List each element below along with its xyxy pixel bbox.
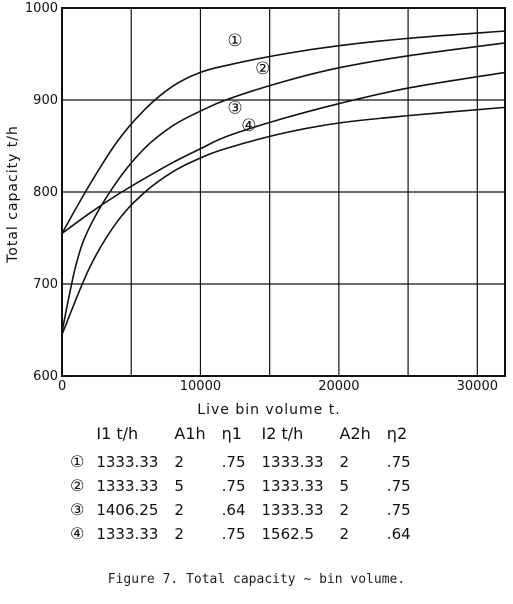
table-column-header: η1 <box>221 424 242 443</box>
table-cell: 2 <box>174 524 184 543</box>
series-marker-label: ④ <box>241 116 256 136</box>
table-cell: .75 <box>386 452 411 471</box>
grid-layer <box>62 8 505 376</box>
table-cell: 1406.25 <box>96 500 159 519</box>
table-cell: .75 <box>221 452 246 471</box>
series-marker-label: ① <box>227 31 242 51</box>
curve-layer <box>61 30 506 335</box>
series-line <box>61 106 506 335</box>
row-marker-label: ④ <box>70 524 85 543</box>
series-marker-label: ③ <box>227 98 242 118</box>
series-line <box>61 71 506 235</box>
series-marker-label: ② <box>255 59 270 79</box>
marker-column-header <box>62 424 88 451</box>
table-row: ③ 1406.25 2 .64 1333.33 2 .75 <box>62 499 419 523</box>
table-cell: 1333.33 <box>96 452 159 471</box>
table-cell: 1333.33 <box>96 524 159 543</box>
table-column-header: η2 <box>386 424 408 443</box>
row-marker-label: ② <box>70 476 85 495</box>
table-column-header: I1 t/h <box>96 424 139 443</box>
table-column-header: A2h <box>339 424 371 443</box>
series-line <box>61 42 506 333</box>
table-cell: .75 <box>386 500 411 519</box>
y-tick-label: 600 <box>33 369 58 384</box>
table-cell: 1333.33 <box>96 476 159 495</box>
table-row: ② 1333.33 5 .75 1333.33 5 .75 <box>62 475 419 499</box>
table-cell: .64 <box>221 500 246 519</box>
table-row: ① 1333.33 2 .75 1333.33 2 .75 <box>62 451 419 475</box>
y-axis-title: Total capacity t/h <box>5 125 21 264</box>
table-column-header: I2 t/h <box>261 424 304 443</box>
row-marker-label: ③ <box>70 500 85 519</box>
figure-caption: Figure 7. Total capacity ~ bin volume. <box>107 572 406 587</box>
y-tick-label: 900 <box>33 93 58 108</box>
table-cell: .75 <box>221 524 246 543</box>
table-cell: 2 <box>174 452 184 471</box>
table-cell: 2 <box>339 452 350 471</box>
table-cell: 2 <box>339 524 350 543</box>
x-tick-label: 30000 <box>457 379 498 394</box>
x-tick-label: 10000 <box>180 379 221 394</box>
table-cell: 1333.33 <box>261 476 324 495</box>
row-marker-label: ① <box>70 452 85 471</box>
parameter-table: I1 t/h A1h η1 I2 t/h A2h η2 ① 1333.33 2 .75 1333.… <box>62 424 419 547</box>
table-cell: 5 <box>174 476 184 495</box>
table-cell: 5 <box>339 476 350 495</box>
y-tick-label: 800 <box>33 185 58 200</box>
table-cell: 2 <box>174 500 184 519</box>
table-cell: .75 <box>386 476 411 495</box>
x-tick-label: 0 <box>58 379 66 394</box>
x-axis-title: Live bin volume t. <box>197 402 340 418</box>
series-line <box>61 30 506 234</box>
table-row: ④ 1333.33 2 .75 1562.5 2 .64 <box>62 523 419 547</box>
y-tick-label: 1000 <box>25 1 58 16</box>
table-column-header: A1h <box>174 424 206 443</box>
x-tick-label: 20000 <box>318 379 359 394</box>
table-header-row: I1 t/h A1h η1 I2 t/h A2h η2 <box>62 424 419 451</box>
table-cell: 1333.33 <box>261 500 324 519</box>
table-cell: 2 <box>339 500 350 519</box>
plot-frame <box>61 7 506 377</box>
table-cell: 1562.5 <box>261 524 315 543</box>
y-tick-label: 700 <box>33 277 58 292</box>
table-cell: 1333.33 <box>261 452 324 471</box>
table-cell: .64 <box>386 524 411 543</box>
table-body: ① 1333.33 2 .75 1333.33 2 .75 ② 1333.33 5 .75 1333.… <box>62 451 419 547</box>
table-cell: .75 <box>221 476 246 495</box>
